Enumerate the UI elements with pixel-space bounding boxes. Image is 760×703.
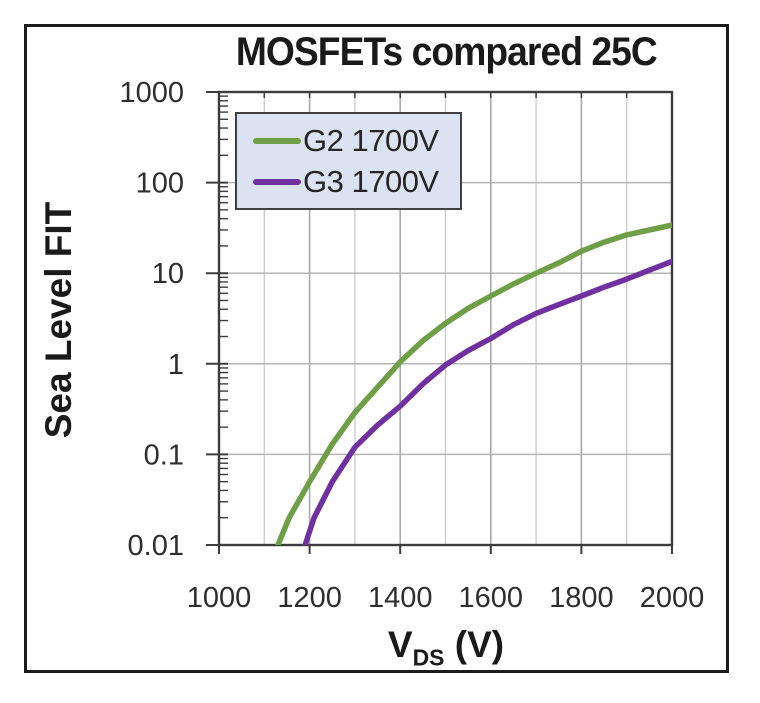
legend-label: G2 1700V (303, 122, 439, 158)
x-tick-label: 2000 (640, 582, 705, 614)
x-axis-title-base: V (387, 624, 413, 665)
chart-title-text: MOSFETs compared 25C (235, 30, 657, 74)
axis-ticks (206, 91, 673, 554)
legend-entry: G3 1700V (253, 164, 456, 200)
x-tick-label: 1400 (368, 582, 433, 614)
x-tick-label: 1000 (187, 582, 252, 614)
legend-label: G3 1700V (303, 163, 439, 199)
chart-title: MOSFETs compared 25C (219, 30, 673, 75)
series-line-g3 (302, 258, 672, 545)
y-tick-label: 0.01 (128, 530, 184, 562)
y-tick-label: 0.1 (144, 439, 184, 471)
legend-line-g2 (253, 137, 301, 144)
legend-line-g3 (253, 178, 301, 185)
x-tick-label: 1800 (549, 582, 614, 614)
y-tick-label: 10 (152, 258, 184, 290)
legend-entry: G2 1700V (253, 123, 456, 159)
y-tick-label: 1 (168, 349, 184, 381)
x-axis-title-subscript: DS (412, 644, 445, 671)
legend: G2 1700V G3 1700V (235, 112, 462, 210)
x-tick-label: 1200 (277, 582, 342, 614)
y-tick-label: 1000 (119, 77, 184, 109)
x-axis-title-unit: (V) (444, 624, 505, 665)
x-axis-title: VDS (V) (219, 624, 673, 671)
x-tick-label: 1600 (459, 582, 524, 614)
gridlines (219, 92, 672, 545)
y-tick-label: 100 (136, 168, 184, 200)
series-line-g2 (275, 222, 672, 545)
